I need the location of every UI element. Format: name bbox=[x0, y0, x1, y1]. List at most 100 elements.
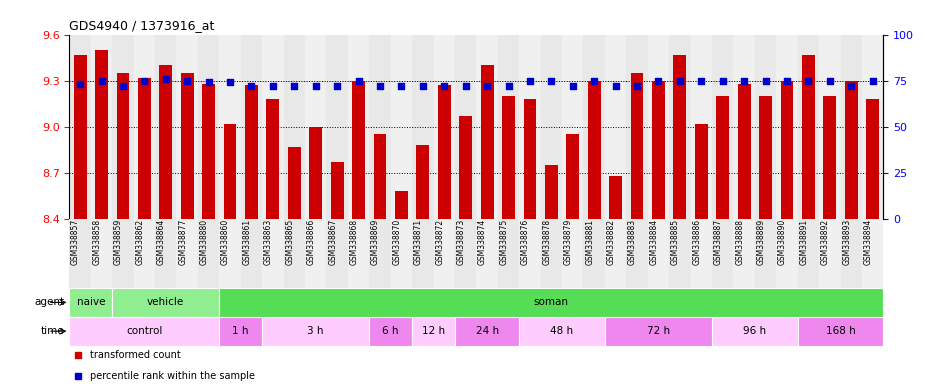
Text: GSM338873: GSM338873 bbox=[457, 219, 465, 265]
Text: control: control bbox=[126, 326, 163, 336]
Bar bbox=[352, 81, 365, 219]
Text: GSM338868: GSM338868 bbox=[350, 219, 359, 265]
Bar bbox=[369, 317, 413, 346]
Bar bbox=[284, 35, 305, 219]
Text: GSM338860: GSM338860 bbox=[221, 219, 230, 265]
Point bbox=[158, 76, 173, 82]
Bar bbox=[155, 35, 177, 219]
Bar bbox=[540, 219, 562, 288]
Point bbox=[609, 83, 623, 89]
Bar bbox=[562, 35, 584, 219]
Point bbox=[437, 83, 451, 89]
Point bbox=[329, 83, 344, 89]
Text: GSM338875: GSM338875 bbox=[500, 219, 509, 265]
Point bbox=[630, 83, 645, 89]
Text: 168 h: 168 h bbox=[826, 326, 856, 336]
Bar bbox=[605, 317, 712, 346]
Bar bbox=[712, 219, 734, 288]
Text: GSM338869: GSM338869 bbox=[371, 219, 380, 265]
Bar bbox=[502, 96, 515, 219]
Text: 12 h: 12 h bbox=[422, 326, 445, 336]
Point bbox=[308, 83, 323, 89]
Bar bbox=[652, 81, 665, 219]
Bar bbox=[755, 219, 776, 288]
Text: GSM338877: GSM338877 bbox=[179, 219, 187, 265]
Text: GSM338865: GSM338865 bbox=[285, 219, 294, 265]
Text: GSM338889: GSM338889 bbox=[757, 219, 766, 265]
Bar bbox=[390, 219, 413, 288]
Bar bbox=[540, 35, 562, 219]
Bar bbox=[841, 219, 862, 288]
Text: GSM338862: GSM338862 bbox=[135, 219, 144, 265]
Text: GSM338872: GSM338872 bbox=[436, 219, 444, 265]
Point bbox=[480, 83, 495, 89]
Bar bbox=[69, 317, 219, 346]
Text: GSM338871: GSM338871 bbox=[413, 219, 423, 265]
Bar bbox=[95, 50, 108, 219]
Point bbox=[715, 78, 730, 84]
Bar bbox=[262, 219, 284, 288]
Bar bbox=[566, 134, 579, 219]
Text: GSM338891: GSM338891 bbox=[799, 219, 808, 265]
Point bbox=[373, 83, 388, 89]
Bar bbox=[648, 219, 669, 288]
Bar bbox=[498, 219, 519, 288]
Text: GSM338885: GSM338885 bbox=[671, 219, 680, 265]
Bar bbox=[198, 35, 219, 219]
Bar bbox=[802, 55, 815, 219]
Text: 24 h: 24 h bbox=[475, 326, 499, 336]
Text: GSM338894: GSM338894 bbox=[864, 219, 872, 265]
Bar bbox=[669, 219, 691, 288]
Bar bbox=[305, 35, 327, 219]
Bar bbox=[673, 55, 686, 219]
Bar bbox=[691, 219, 712, 288]
Text: GSM338879: GSM338879 bbox=[563, 219, 573, 265]
Bar bbox=[631, 73, 644, 219]
Point bbox=[73, 81, 88, 88]
Text: percentile rank within the sample: percentile rank within the sample bbox=[90, 371, 254, 381]
Bar bbox=[74, 55, 87, 219]
Bar bbox=[584, 219, 605, 288]
Bar bbox=[219, 317, 262, 346]
Bar bbox=[845, 81, 857, 219]
Bar bbox=[112, 219, 133, 288]
Bar bbox=[133, 219, 155, 288]
Text: 1 h: 1 h bbox=[232, 326, 249, 336]
Point bbox=[352, 78, 366, 84]
Bar bbox=[562, 219, 584, 288]
Point bbox=[244, 83, 259, 89]
Bar bbox=[348, 219, 369, 288]
Bar bbox=[369, 219, 390, 288]
Bar bbox=[155, 219, 177, 288]
Bar bbox=[841, 35, 862, 219]
Bar bbox=[476, 35, 498, 219]
Bar bbox=[348, 35, 369, 219]
Bar bbox=[413, 317, 455, 346]
Bar bbox=[781, 81, 794, 219]
Bar bbox=[434, 219, 455, 288]
Bar bbox=[776, 219, 797, 288]
Text: transformed count: transformed count bbox=[90, 350, 180, 360]
Bar bbox=[262, 317, 369, 346]
Text: GSM338878: GSM338878 bbox=[542, 219, 551, 265]
Text: GSM338887: GSM338887 bbox=[714, 219, 722, 265]
Bar bbox=[266, 99, 279, 219]
Point bbox=[458, 83, 473, 89]
Text: GSM338884: GSM338884 bbox=[649, 219, 659, 265]
Bar bbox=[219, 288, 883, 317]
Text: GSM338876: GSM338876 bbox=[521, 219, 530, 265]
Bar bbox=[455, 35, 476, 219]
Bar bbox=[133, 35, 155, 219]
Point bbox=[865, 78, 880, 84]
Bar bbox=[112, 35, 133, 219]
Bar bbox=[327, 219, 348, 288]
Bar bbox=[734, 35, 755, 219]
Point bbox=[586, 78, 601, 84]
Point bbox=[94, 78, 109, 84]
Bar bbox=[459, 116, 472, 219]
Bar bbox=[584, 35, 605, 219]
Point bbox=[179, 78, 194, 84]
Text: time: time bbox=[41, 326, 65, 336]
Text: GSM338888: GSM338888 bbox=[735, 219, 744, 265]
Bar bbox=[177, 219, 198, 288]
